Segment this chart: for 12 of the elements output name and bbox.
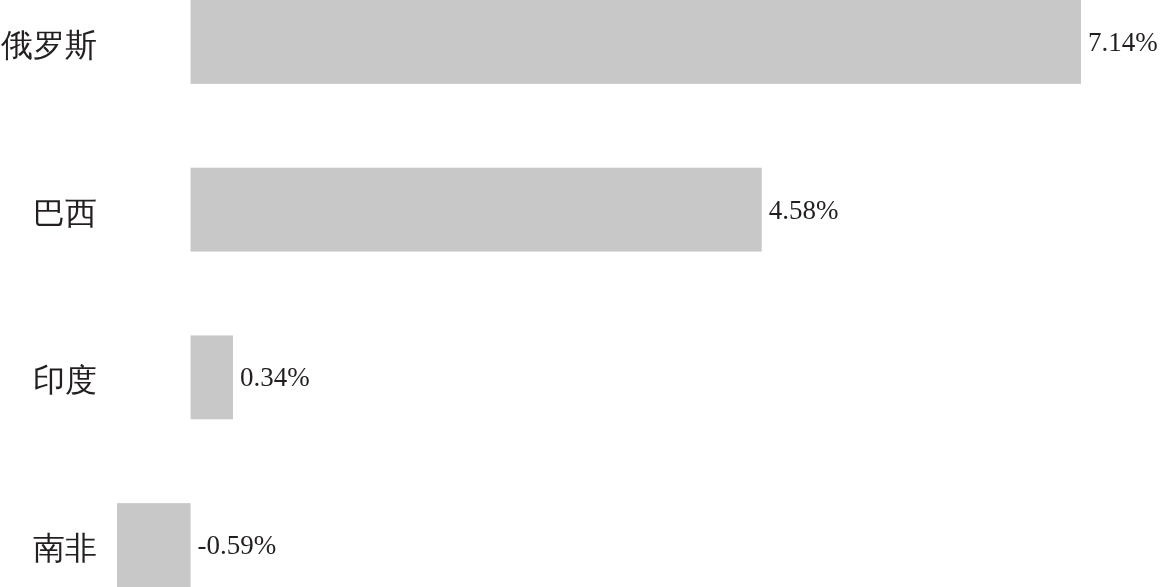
- y-tick-label: 南非: [33, 530, 97, 567]
- bar: [117, 503, 191, 587]
- y-tick-label: 巴西: [33, 194, 97, 231]
- y-tick-label: 印度: [33, 362, 97, 399]
- data-label: 7.14%: [1088, 26, 1158, 57]
- data-label: -0.59%: [197, 530, 277, 561]
- data-label: 4.58%: [768, 194, 839, 225]
- bar: [190, 167, 762, 252]
- bar: [190, 335, 233, 420]
- data-label: 0.34%: [239, 362, 310, 393]
- y-tick-label: 俄罗斯: [1, 26, 97, 63]
- bar: [190, 0, 1081, 84]
